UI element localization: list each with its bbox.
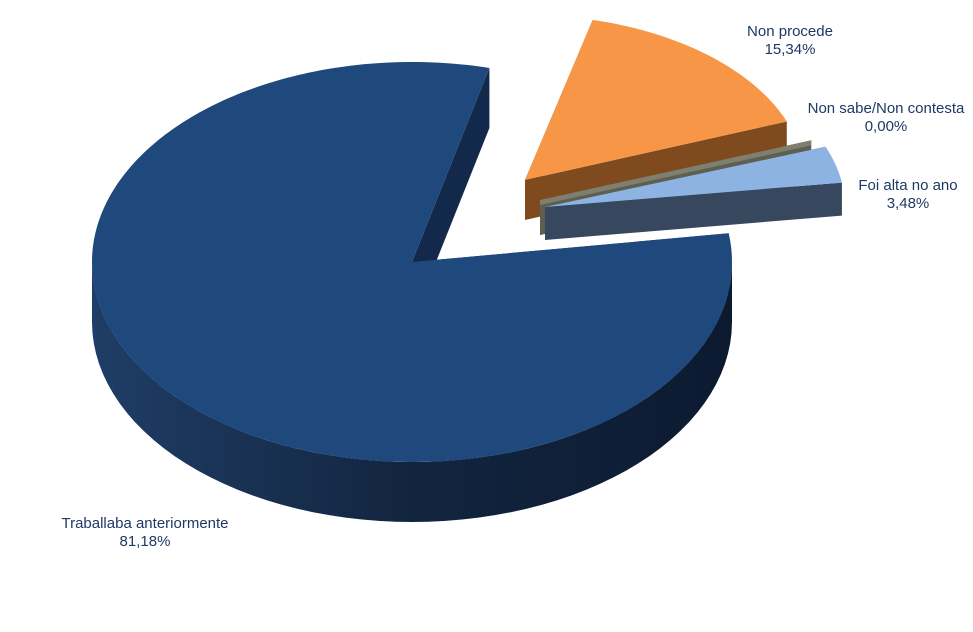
slice-top bbox=[540, 140, 812, 205]
label-foi-alta: Foi alta no ano 3,48% bbox=[858, 177, 957, 213]
slice-label: Traballaba anteriormente bbox=[61, 515, 229, 532]
slice-value: 15,34% bbox=[764, 41, 816, 58]
slice-label: Non procede bbox=[747, 23, 833, 40]
slice-value: 0,00% bbox=[864, 118, 908, 135]
slice-top bbox=[545, 146, 842, 207]
slice-label: Foi alta no ano bbox=[858, 177, 958, 194]
slice-top bbox=[92, 62, 732, 462]
slice-label: Non sabe/Non contesta bbox=[807, 100, 965, 117]
label-non-sabe: Non sabe/Non contesta 0,00% bbox=[808, 100, 965, 136]
label-traballaba: Traballaba anteriormente 81,18% bbox=[61, 515, 228, 551]
slice-side bbox=[92, 262, 732, 522]
slice-foi-alta-no-ano bbox=[545, 146, 842, 240]
slice-top bbox=[525, 19, 787, 181]
slice-edge-face bbox=[412, 67, 490, 322]
slice-edge-face bbox=[545, 182, 842, 240]
label-non-procede: Non procede 15,34% bbox=[747, 23, 833, 59]
slice-value: 3,48% bbox=[886, 195, 930, 212]
slice-value: 81,18% bbox=[119, 533, 171, 550]
slice-traballaba-anteriormente bbox=[92, 62, 732, 522]
